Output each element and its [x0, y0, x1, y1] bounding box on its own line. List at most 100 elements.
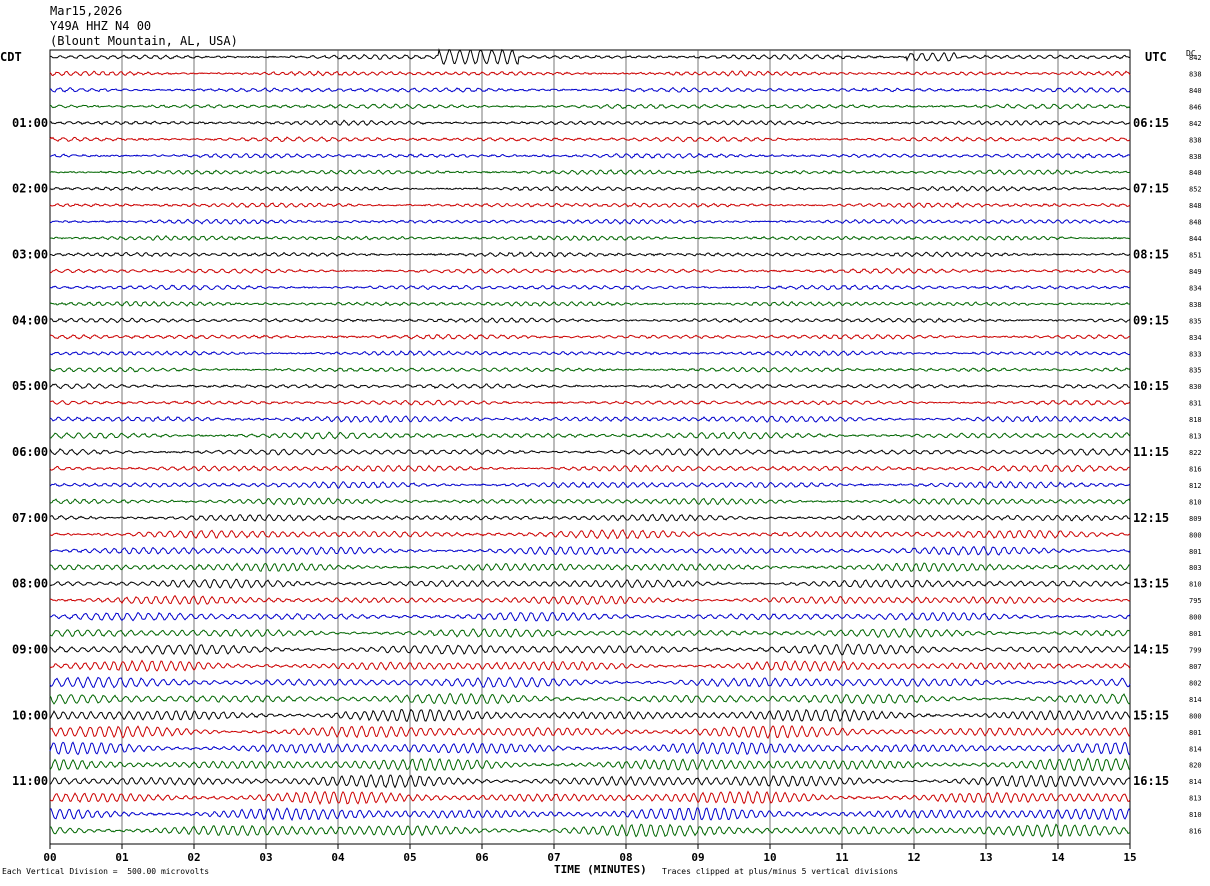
- dc-offset-value: 833: [1189, 350, 1202, 358]
- dc-offset-value: 840: [1189, 87, 1202, 95]
- seismic-trace: [49, 431, 1131, 440]
- dc-offset-value: 835: [1189, 367, 1202, 375]
- seismic-trace: [49, 152, 1131, 159]
- seismic-trace: [49, 350, 1131, 357]
- seismic-trace: [49, 643, 1131, 656]
- seismic-trace: [49, 562, 1131, 573]
- left-hour-label: 05:00: [12, 379, 48, 393]
- dc-offset-value: 801: [1189, 630, 1202, 638]
- seismic-trace: [49, 70, 1131, 77]
- right-hour-label: 09:15: [1133, 313, 1169, 327]
- dc-offset-value: 818: [1189, 416, 1202, 424]
- right-hour-label: 16:15: [1133, 774, 1169, 788]
- dc-offset-value: 810: [1189, 498, 1202, 506]
- dc-offset-value: 838: [1189, 153, 1202, 161]
- dc-offset-value: 800: [1189, 712, 1202, 720]
- seismic-trace: [49, 823, 1131, 838]
- dc-offset-value: 814: [1189, 696, 1202, 704]
- right-hour-label: 10:15: [1133, 379, 1169, 393]
- left-hour-label: 10:00: [12, 708, 48, 722]
- dc-offset-value: 816: [1189, 828, 1202, 836]
- seismic-trace: [49, 725, 1131, 739]
- seismic-trace: [49, 333, 1131, 340]
- dc-offset-value: 816: [1189, 465, 1202, 473]
- dc-offset-value: 800: [1189, 531, 1202, 539]
- left-hour-label: 01:00: [12, 116, 48, 130]
- dc-offset-value: 848: [1189, 202, 1202, 210]
- seismic-trace: [49, 611, 1131, 622]
- seismic-trace: [49, 119, 1131, 126]
- x-tick-label: 10: [763, 851, 776, 864]
- x-tick-label: 03: [259, 851, 272, 864]
- right-hour-label: 06:15: [1133, 116, 1169, 130]
- x-tick-label: 08: [619, 851, 632, 864]
- x-tick-label: 05: [403, 851, 416, 864]
- x-tick-label: 00: [43, 851, 56, 864]
- seismic-trace: [49, 513, 1131, 522]
- seismic-trace: [49, 545, 1131, 556]
- seismic-trace: [49, 169, 1131, 176]
- seismic-trace: [49, 218, 1131, 225]
- dc-offset-value: 801: [1189, 548, 1202, 556]
- seismic-trace: [49, 578, 1131, 589]
- dc-offset-value: 838: [1189, 301, 1202, 309]
- dc-offset-value: 834: [1189, 334, 1202, 342]
- dc-offset-value: 810: [1189, 581, 1202, 589]
- seismic-trace: [49, 399, 1131, 406]
- dc-offset-value: 830: [1189, 383, 1202, 391]
- dc-offset-value: 820: [1189, 762, 1202, 770]
- header-station: Y49A HHZ N4 00: [50, 19, 152, 33]
- seismic-trace: [49, 676, 1131, 689]
- seismic-trace: [49, 692, 1131, 705]
- right-hour-label: 11:15: [1133, 445, 1169, 459]
- left-hour-label: 08:00: [12, 577, 48, 591]
- seismic-trace: [49, 447, 1131, 457]
- dc-offset-value: 831: [1189, 400, 1202, 408]
- seismic-trace: [49, 628, 1131, 638]
- dc-offset-value: 802: [1189, 679, 1202, 687]
- seismic-trace: [49, 284, 1131, 291]
- seismic-trace: [49, 790, 1131, 806]
- division-scale-note: Each Vertical Division = 500.00 microvol…: [2, 867, 210, 876]
- dc-offset-value: 852: [1189, 186, 1202, 194]
- dc-offset-value: 813: [1189, 433, 1202, 441]
- seismic-trace: [49, 807, 1131, 822]
- x-tick-label: 14: [1051, 851, 1065, 864]
- seismic-trace: [49, 774, 1131, 789]
- dc-offset-value: 844: [1189, 235, 1202, 243]
- dc-offset-value: 838: [1189, 70, 1202, 78]
- dc-offset-value: 810: [1189, 811, 1202, 819]
- seismic-trace: [49, 48, 1131, 65]
- left-hour-label: 09:00: [12, 643, 48, 657]
- dc-offset-value: 799: [1189, 647, 1202, 655]
- seismic-trace: [49, 103, 1131, 110]
- seismic-trace: [49, 415, 1130, 423]
- right-hour-label: 07:15: [1133, 182, 1169, 196]
- left-hour-label: 04:00: [12, 313, 48, 327]
- dc-offset-value: 803: [1189, 564, 1202, 572]
- dc-offset-value: 835: [1189, 317, 1202, 325]
- seismic-trace: [49, 708, 1131, 723]
- seismic-trace: [49, 528, 1131, 540]
- x-tick-label: 13: [979, 851, 992, 864]
- seismic-trace: [49, 741, 1131, 756]
- dc-offset-value: 809: [1189, 515, 1202, 523]
- dc-offset-value: 842: [1189, 120, 1202, 128]
- dc-offset-value: 813: [1189, 795, 1202, 803]
- seismic-trace: [49, 383, 1131, 390]
- dc-offset-value: 800: [1189, 614, 1202, 622]
- seismic-trace: [49, 300, 1131, 307]
- header-location: (Blount Mountain, AL, USA): [50, 34, 238, 48]
- left-hour-label: 03:00: [12, 248, 48, 262]
- dc-offset-value: 842: [1189, 54, 1202, 62]
- seismic-trace: [49, 317, 1131, 324]
- header-date: Mar15,2026: [50, 4, 123, 18]
- left-hour-label: 11:00: [12, 774, 48, 788]
- x-tick-label: 11: [835, 851, 849, 864]
- plot-frame: [49, 49, 1131, 845]
- x-tick-label: 09: [691, 851, 704, 864]
- right-hour-label: 13:15: [1133, 577, 1169, 591]
- right-hour-label: 08:15: [1133, 248, 1169, 262]
- seismic-trace: [49, 757, 1131, 772]
